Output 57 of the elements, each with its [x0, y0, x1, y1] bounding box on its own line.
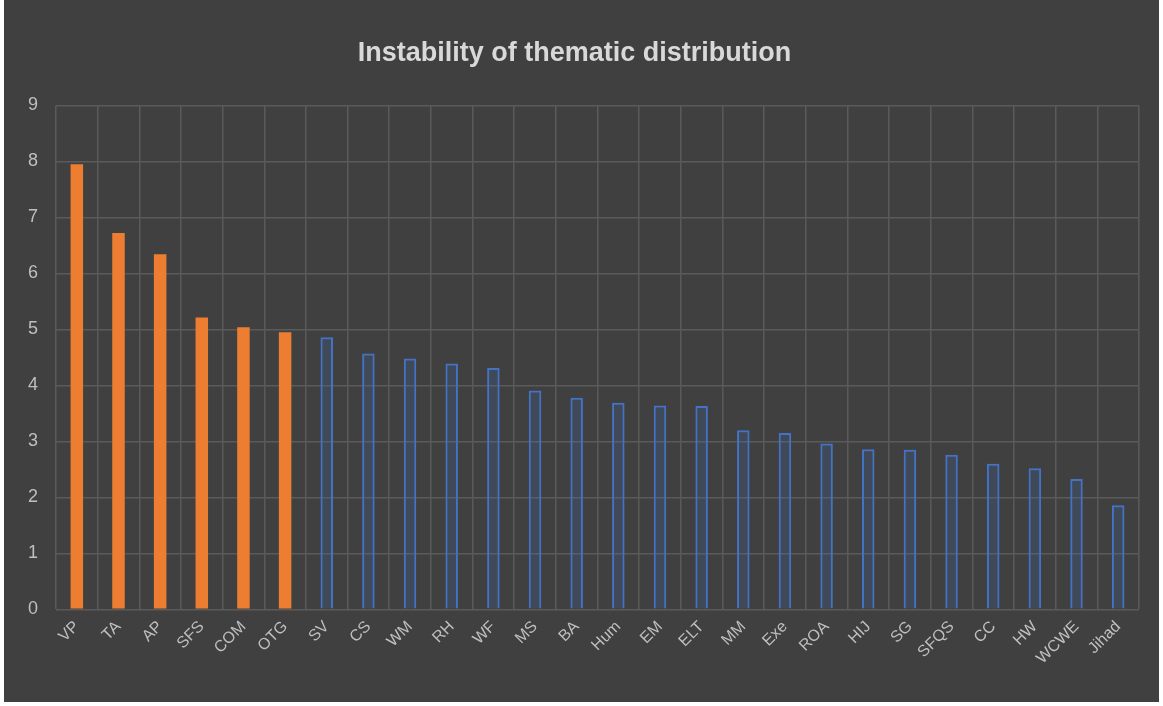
x-tick-label: Exe — [758, 617, 791, 649]
x-tick-label: EM — [636, 617, 666, 647]
bar — [237, 327, 250, 609]
bar — [403, 358, 417, 609]
x-tick-label: VP — [54, 617, 83, 645]
y-tick-label: 4 — [28, 374, 39, 395]
x-tick-label: WF — [469, 617, 499, 647]
bar — [195, 317, 209, 609]
y-tick-label: 5 — [28, 318, 39, 339]
x-tick-label: SG — [886, 617, 916, 646]
y-tick-label: 2 — [28, 486, 39, 507]
x-tick-label: ELT — [674, 617, 708, 650]
bar — [570, 397, 583, 609]
bar — [695, 406, 708, 609]
bar — [445, 363, 458, 609]
bar — [278, 332, 292, 609]
bar — [778, 432, 792, 609]
x-tick-label: CS — [345, 617, 374, 646]
x-tick-label: SFS — [173, 617, 208, 652]
y-tick-label: 0 — [28, 598, 39, 619]
bar — [153, 254, 167, 609]
bar — [70, 164, 84, 609]
bar — [737, 430, 750, 609]
bar — [986, 463, 1000, 609]
bar — [903, 449, 917, 609]
y-tick-label: 1 — [28, 542, 39, 563]
y-tick-label: 3 — [28, 430, 39, 451]
y-tick-label: 9 — [28, 94, 39, 115]
y-tick-label: 7 — [28, 206, 39, 227]
x-tick-label: HW — [1009, 616, 1041, 649]
bar — [653, 405, 667, 609]
x-tick-label: AP — [138, 617, 166, 645]
x-tick-label: TA — [98, 617, 124, 643]
bar — [612, 402, 625, 609]
chart-title: Instability of thematic distribution — [357, 36, 792, 67]
bar — [487, 368, 500, 609]
x-tick-label: MM — [717, 617, 749, 649]
x-tick-label: BA — [554, 617, 583, 645]
x-tick-label: CC — [970, 617, 999, 646]
bar — [1028, 468, 1042, 609]
bar — [112, 233, 125, 609]
bar — [1070, 478, 1083, 609]
bar — [1111, 505, 1125, 609]
bar — [945, 454, 958, 609]
x-tick-label: RH — [428, 617, 457, 646]
x-tick-label: WM — [383, 617, 416, 650]
bar — [820, 443, 833, 609]
bar — [320, 337, 334, 609]
bar — [528, 390, 542, 609]
x-tick-label: Hum — [587, 617, 624, 654]
x-tick-label: MS — [511, 617, 541, 647]
bar — [862, 449, 875, 609]
x-tick-label: SV — [304, 617, 333, 645]
y-tick-label: 6 — [28, 262, 39, 283]
y-tick-label: 8 — [28, 150, 39, 171]
x-tick-label: HIJ — [844, 617, 874, 647]
bar — [362, 353, 375, 609]
